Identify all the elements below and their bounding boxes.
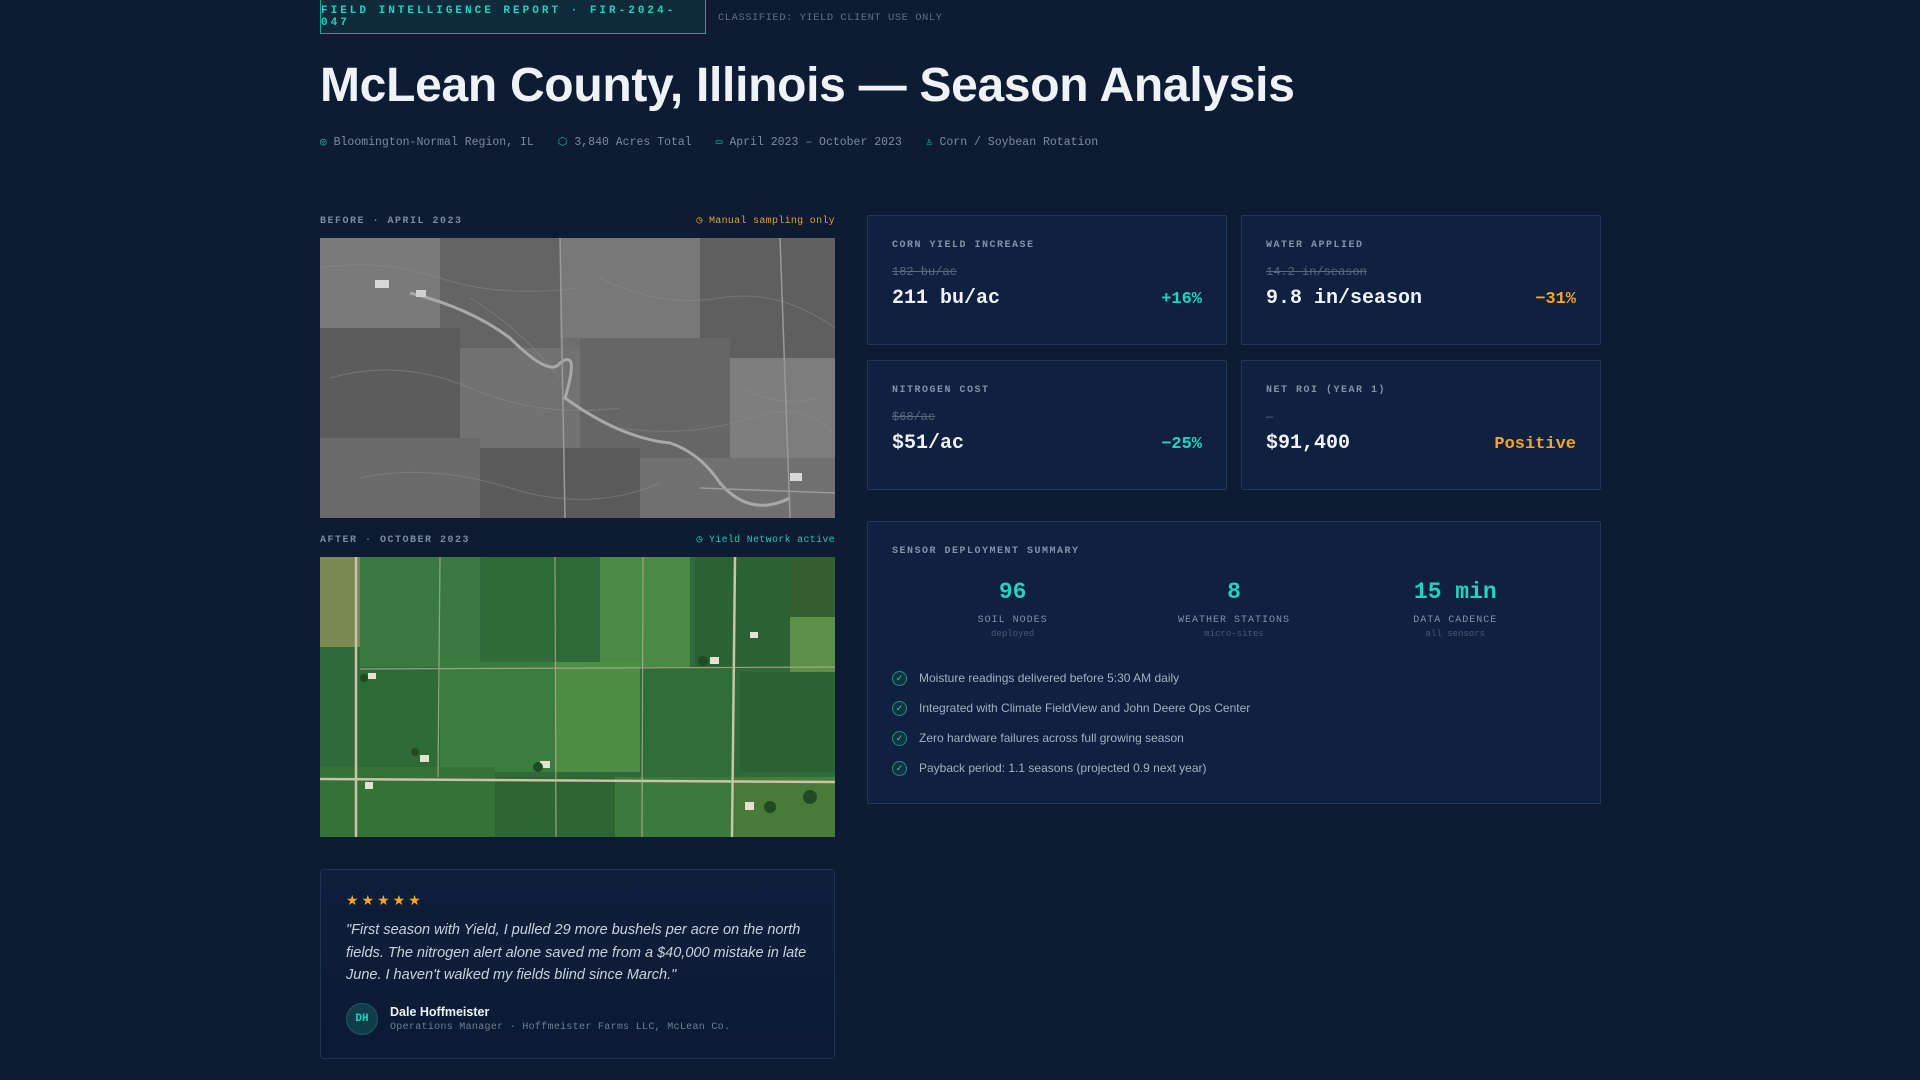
check-item: ✓ Moisture readings delivered before 5:3… — [892, 663, 1576, 693]
clock-icon: ◷ — [696, 216, 703, 227]
card-value: $51/ac — [892, 432, 965, 455]
meta-area-text: 3,840 Acres Total — [574, 135, 692, 149]
check-text: Integrated with Climate FieldView and Jo… — [919, 701, 1251, 715]
report-tag: FIELD INTELLIGENCE REPORT · FIR-2024-047 — [320, 0, 706, 34]
card-label: NET ROI (YEAR 1) — [1266, 385, 1387, 396]
meta-dates-text: April 2023 – October 2023 — [729, 135, 902, 149]
clock-icon: ◷ — [696, 535, 703, 546]
card-old-value: 182 bu/ac — [892, 265, 957, 279]
sensor-stat-value: 15 min — [1413, 579, 1497, 605]
card-old-value: — — [1266, 410, 1274, 424]
card-value: 9.8 in/season — [1266, 287, 1423, 310]
check-text: Moisture readings delivered before 5:30 … — [919, 671, 1180, 685]
after-aerial-image — [320, 557, 835, 837]
after-aerial-svg — [320, 557, 835, 837]
sensor-deployment-panel: SENSOR DEPLOYMENT SUMMARY 96 SOIL NODES … — [867, 521, 1601, 804]
sensor-stat-sub: all sensors — [1425, 629, 1486, 639]
sensor-stats: 96 SOIL NODES deployed 8 WEATHER STATION… — [892, 579, 1576, 639]
sensor-stat-sub: micro-sites — [1204, 629, 1264, 639]
avatar: DH — [346, 1002, 378, 1035]
card-delta: −31% — [1535, 290, 1576, 309]
stat-card-nitrogen: NITROGEN COST $68/ac $51/ac −25% — [867, 360, 1227, 490]
meta-crop-text: Corn / Soybean Rotation — [939, 135, 1099, 149]
rating-stars: ★★★★★ — [346, 892, 424, 908]
card-delta: +16% — [1161, 290, 1202, 309]
meta-row: ◎ Bloomington-Normal Region, IL ⬡ 3,840 … — [320, 135, 1099, 150]
meta-location-text: Bloomington-Normal Region, IL — [333, 135, 534, 149]
before-label: BEFORE · APRIL 2023 — [320, 215, 463, 227]
before-aerial-svg — [320, 238, 835, 518]
card-delta: −25% — [1161, 435, 1202, 454]
after-note-text: Yield Network active — [708, 535, 835, 546]
after-note: ◷ Yield Network active — [696, 534, 835, 546]
card-value: $91,400 — [1266, 432, 1351, 455]
check-item: ✓ Payback period: 1.1 seasons (projected… — [892, 753, 1576, 783]
card-label: WATER APPLIED — [1266, 240, 1364, 251]
crop-icon: ♙ — [925, 137, 933, 149]
author-row: DH Dale Hoffmeister Operations Manager ·… — [346, 1002, 809, 1035]
meta-crop: ♙ Corn / Soybean Rotation — [925, 135, 1099, 150]
sensor-stat-name: DATA CADENCE — [1413, 615, 1498, 626]
stat-card-corn-yield: CORN YIELD INCREASE 182 bu/ac 211 bu/ac … — [867, 215, 1227, 345]
check-icon: ✓ — [892, 700, 907, 716]
check-text: Payback period: 1.1 seasons (projected 0… — [919, 761, 1207, 775]
check-icon: ✓ — [892, 760, 907, 776]
author-role: Operations Manager · Hoffmeister Farms L… — [390, 1021, 731, 1033]
before-label-row: BEFORE · APRIL 2023 ◷ Manual sampling on… — [320, 215, 835, 228]
calendar-icon: ▭ — [715, 137, 723, 149]
before-note-text: Manual sampling only — [708, 216, 835, 227]
testimonial-quote: "First season with Yield, I pulled 29 mo… — [346, 922, 807, 983]
check-icon: ✓ — [892, 730, 907, 746]
area-icon: ⬡ — [557, 137, 568, 149]
sensor-stat-sub: deployed — [991, 629, 1035, 639]
meta-area: ⬡ 3,840 Acres Total — [557, 135, 692, 150]
check-list: ✓ Moisture readings delivered before 5:3… — [892, 663, 1576, 783]
page-title: McLean County, Illinois — Season Analysi… — [320, 59, 1295, 112]
sensor-stat-soil-nodes: 96 SOIL NODES deployed — [913, 579, 1113, 639]
meta-location: ◎ Bloomington-Normal Region, IL — [320, 135, 534, 150]
card-delta: Positive — [1494, 435, 1576, 454]
sensor-stat-data-cadence: 15 min DATA CADENCE all sensors — [1355, 579, 1555, 639]
before-note: ◷ Manual sampling only — [696, 215, 835, 227]
check-text: Zero hardware failures across full growi… — [919, 731, 1184, 745]
sensor-title: SENSOR DEPLOYMENT SUMMARY — [892, 546, 1080, 557]
check-item: ✓ Zero hardware failures across full gro… — [892, 723, 1576, 753]
card-label: CORN YIELD INCREASE — [892, 240, 1035, 251]
meta-dates: ▭ April 2023 – October 2023 — [715, 135, 902, 150]
sensor-stat-name: WEATHER STATIONS — [1177, 615, 1290, 626]
sensor-stat-weather-stations: 8 WEATHER STATIONS micro-sites — [1134, 579, 1334, 639]
card-label: NITROGEN COST — [892, 385, 990, 396]
card-old-value: $68/ac — [892, 410, 936, 424]
sensor-stat-name: SOIL NODES — [977, 615, 1048, 626]
author-name: Dale Hoffmeister — [390, 1004, 490, 1019]
check-item: ✓ Integrated with Climate FieldView and … — [892, 693, 1576, 723]
location-icon: ◎ — [320, 137, 327, 149]
after-label-row: AFTER · OCTOBER 2023 ◷ Yield Network act… — [320, 534, 835, 547]
sensor-stat-value: 96 — [998, 579, 1027, 605]
before-aerial-image — [320, 238, 835, 518]
stat-card-water: WATER APPLIED 14.2 in/season 9.8 in/seas… — [1241, 215, 1601, 345]
testimonial-card: ★★★★★ "First season with Yield, I pulled… — [320, 869, 835, 1059]
after-label: AFTER · OCTOBER 2023 — [320, 534, 471, 546]
card-value: 211 bu/ac — [892, 287, 1001, 310]
check-icon: ✓ — [892, 670, 907, 686]
stat-card-roi: NET ROI (YEAR 1) — $91,400 Positive — [1241, 360, 1601, 490]
sensor-stat-value: 8 — [1227, 579, 1241, 605]
card-old-value: 14.2 in/season — [1266, 265, 1367, 279]
classified-label: CLASSIFIED: YIELD CLIENT USE ONLY — [718, 12, 943, 24]
